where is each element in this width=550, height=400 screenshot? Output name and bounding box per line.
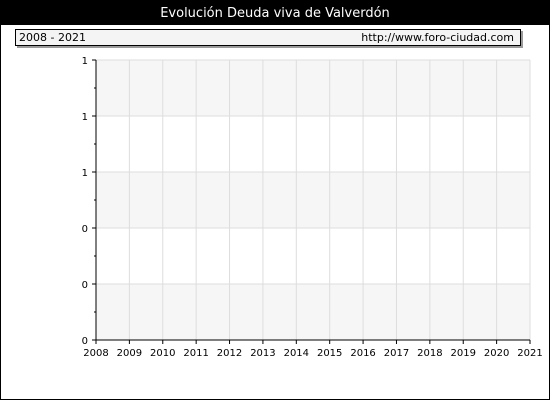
x-tick-label: 2013 <box>250 348 275 359</box>
x-tick-label: 2014 <box>284 348 309 359</box>
x-tick-label: 2015 <box>317 348 342 359</box>
period-label: 2008 - 2021 <box>19 31 86 44</box>
y-tick-label: 1 <box>82 168 88 179</box>
source-url: http://www.foro-ciudad.com <box>361 31 514 44</box>
x-tick-label: 2010 <box>150 348 175 359</box>
y-tick-label: 0 <box>82 336 88 347</box>
x-tick-label: 2009 <box>117 348 142 359</box>
x-tick-label: 2016 <box>350 348 375 359</box>
vertical-grid <box>128 60 531 340</box>
y-axis-ticks: 0 0 0 1 1 1 <box>82 56 96 347</box>
y-tick-label: 0 <box>82 224 88 235</box>
y-tick-label: 1 <box>82 56 88 67</box>
x-tick-label: 2017 <box>384 348 409 359</box>
y-tick-label: 1 <box>82 112 88 123</box>
plot-band <box>96 172 530 228</box>
x-tick-label: 2008 <box>83 348 108 359</box>
x-tick-label: 2019 <box>451 348 476 359</box>
x-tick-label: 2018 <box>417 348 442 359</box>
x-tick-label: 2011 <box>183 348 208 359</box>
x-tick-label: 2021 <box>517 348 542 359</box>
horizontal-grid <box>96 59 530 285</box>
y-tick-label: 0 <box>82 280 88 291</box>
plot-band <box>96 284 530 340</box>
x-tick-label: 2012 <box>217 348 242 359</box>
info-bar: 2008 - 2021 http://www.foro-ciudad.com <box>15 29 521 46</box>
plot-bands <box>96 60 530 340</box>
plot-band <box>96 60 530 116</box>
x-axis-ticks: 2008 2009 2010 2011 2012 2013 2014 2015 2016 2017… <box>83 340 543 359</box>
chart-title: Evolución Deuda viva de Valverdón <box>1 1 549 25</box>
x-tick-label: 2020 <box>484 348 509 359</box>
